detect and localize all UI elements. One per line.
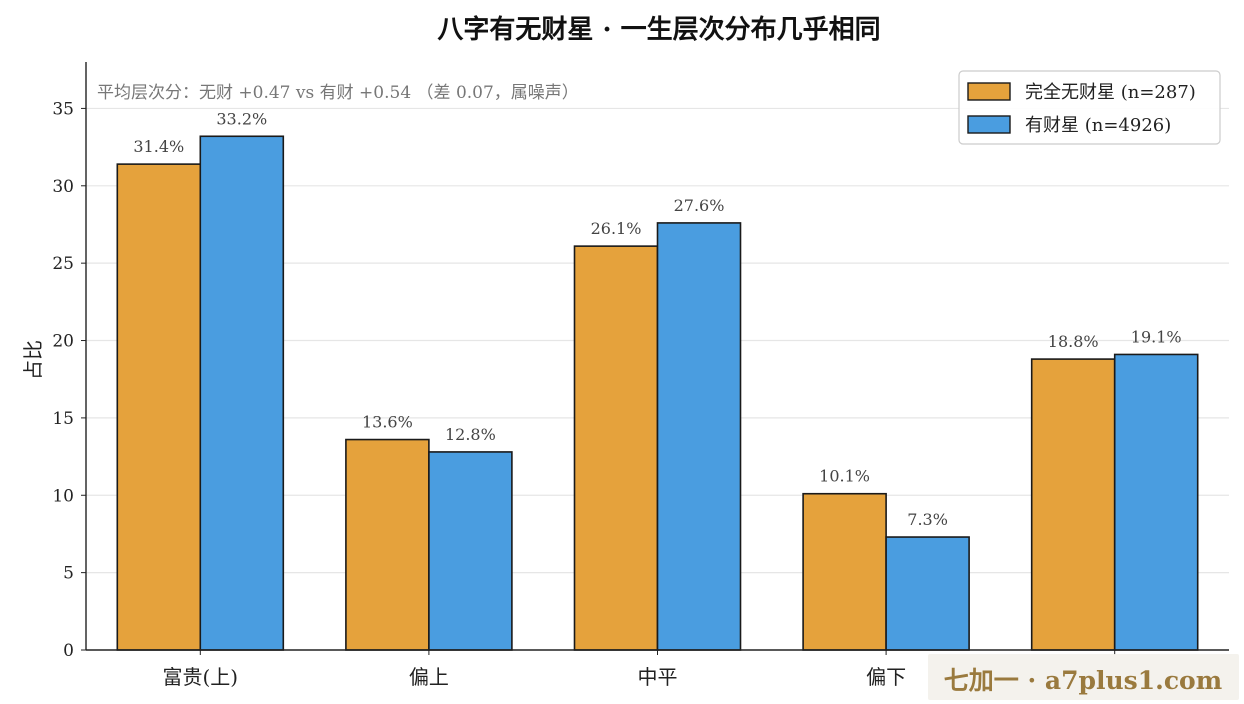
bar-value-label: 26.1%	[591, 219, 642, 238]
x-tick-label: 富贵(上)	[162, 665, 238, 689]
y-tick-label: 10	[52, 486, 74, 506]
bar-wealth	[428, 451, 513, 651]
legend: 完全无财星 (n=287) 有财星 (n=4926)	[958, 70, 1221, 145]
bar-value-label: 10.1%	[819, 467, 870, 486]
y-tick-label: 25	[52, 254, 74, 274]
y-tick-label: 5	[63, 564, 74, 584]
x-ticks: 富贵(上) 偏上 中平 偏下	[162, 650, 1116, 689]
bar-value-label: 19.1%	[1131, 327, 1182, 346]
y-axis-label: 占比	[21, 340, 45, 380]
bar-value-label: 7.3%	[907, 510, 948, 529]
legend-box	[958, 70, 1221, 145]
bar-value-label: 33.2%	[216, 109, 267, 128]
y-ticks: 0 5 10 15 20 25 30 35	[52, 99, 86, 661]
bars	[116, 135, 1199, 651]
bar-no-wealth	[573, 245, 659, 651]
x-tick-label: 中平	[638, 665, 678, 689]
bar-value-label: 27.6%	[674, 196, 725, 215]
chart-title: 八字有无财星 · 一生层次分布几乎相同	[437, 14, 880, 45]
bar-labels: 31.4% 33.2% 13.6% 12.8% 26.1% 27.6% 10.1% 7.3% 1…	[133, 109, 1181, 529]
bar-no-wealth	[802, 492, 887, 651]
bar-wealth	[1113, 353, 1199, 651]
y-tick-label: 20	[52, 332, 74, 352]
bar-value-label: 13.6%	[362, 413, 413, 432]
legend-label: 完全无财星 (n=287)	[1025, 82, 1196, 103]
bar-no-wealth	[116, 163, 202, 651]
chart-annotation: 平均层次分：无财 +0.47 vs 有财 +0.54 （差 0.07，属噪声）	[97, 83, 579, 103]
legend-swatch	[967, 115, 1011, 134]
x-tick-label: 偏下	[866, 665, 906, 689]
y-tick-label: 30	[52, 177, 74, 197]
bar-no-wealth	[345, 438, 430, 651]
bar-no-wealth	[1030, 358, 1116, 651]
bar-value-label: 12.8%	[445, 425, 496, 444]
y-tick-label: 15	[52, 409, 74, 429]
y-tick-label: 35	[52, 99, 74, 119]
watermark-text: 七加一 · a7plus1.com	[944, 666, 1222, 695]
bar-wealth	[885, 536, 970, 651]
legend-swatch	[967, 82, 1011, 101]
bar-wealth	[199, 135, 285, 651]
y-tick-label: 0	[63, 641, 74, 661]
legend-label: 有财星 (n=4926)	[1025, 115, 1171, 136]
bar-value-label: 18.8%	[1048, 332, 1099, 351]
x-tick-label: 偏上	[409, 665, 449, 689]
watermark: 七加一 · a7plus1.com	[928, 654, 1239, 700]
bar-value-label: 31.4%	[133, 137, 184, 156]
bar-wealth	[656, 222, 742, 651]
